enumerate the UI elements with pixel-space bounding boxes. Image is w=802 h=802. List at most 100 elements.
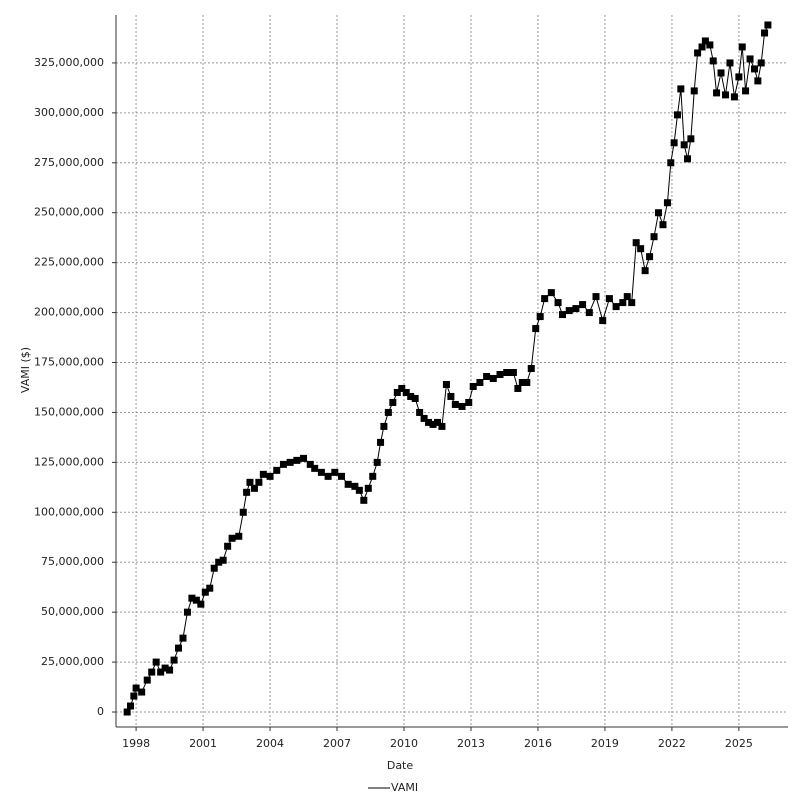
data-point xyxy=(579,301,587,309)
data-point xyxy=(380,422,388,430)
data-point xyxy=(746,55,754,63)
data-point xyxy=(293,456,301,464)
data-point xyxy=(628,299,636,307)
data-point xyxy=(726,59,734,67)
data-point xyxy=(713,89,721,97)
data-point xyxy=(447,392,455,400)
y-tick-label: 100,000,000 xyxy=(34,505,104,518)
data-point xyxy=(670,139,678,147)
data-point xyxy=(565,307,573,315)
data-point xyxy=(246,478,254,486)
data-point xyxy=(527,365,535,373)
data-point xyxy=(416,408,424,416)
data-point xyxy=(300,454,308,462)
x-tick-label: 2007 xyxy=(323,737,351,750)
data-point xyxy=(532,325,540,333)
data-point xyxy=(623,293,631,301)
data-point xyxy=(210,564,218,572)
y-tick-label: 225,000,000 xyxy=(34,256,104,269)
data-point xyxy=(228,534,236,542)
data-point xyxy=(411,394,419,402)
data-point xyxy=(619,299,627,307)
data-point xyxy=(554,299,562,307)
data-point xyxy=(585,309,593,317)
data-point xyxy=(398,384,406,392)
data-point xyxy=(757,59,765,67)
legend-label: VAMI xyxy=(391,781,418,794)
data-point xyxy=(127,702,135,710)
data-point xyxy=(224,542,232,550)
data-point xyxy=(721,91,729,99)
data-point xyxy=(451,400,459,408)
data-point xyxy=(259,470,267,478)
data-point xyxy=(364,484,372,492)
data-point xyxy=(266,472,274,480)
data-point xyxy=(393,388,401,396)
data-point xyxy=(306,460,314,468)
data-point xyxy=(157,668,165,676)
data-point xyxy=(402,388,410,396)
data-point xyxy=(152,658,160,666)
data-point xyxy=(465,398,473,406)
data-point xyxy=(503,368,511,376)
data-point xyxy=(138,688,146,696)
data-point xyxy=(735,73,743,81)
data-point xyxy=(130,692,138,700)
data-point xyxy=(442,380,450,388)
data-point xyxy=(751,65,759,73)
data-point xyxy=(663,199,671,207)
data-point xyxy=(742,87,750,95)
y-tick-label: 150,000,000 xyxy=(34,405,104,418)
data-point xyxy=(701,37,709,45)
data-point xyxy=(351,482,359,490)
y-tick-label: 250,000,000 xyxy=(34,206,104,219)
data-point xyxy=(192,596,200,604)
x-tick-label: 2025 xyxy=(725,737,753,750)
x-tick-label: 2010 xyxy=(390,737,418,750)
data-point xyxy=(286,458,294,466)
data-point xyxy=(360,496,368,504)
data-point xyxy=(632,239,640,247)
data-point xyxy=(483,372,491,380)
data-point xyxy=(684,155,692,163)
data-point xyxy=(132,684,140,692)
data-point xyxy=(250,484,258,492)
x-tick-label: 2016 xyxy=(524,737,552,750)
y-tick-label: 125,000,000 xyxy=(34,455,104,468)
data-point xyxy=(592,293,600,301)
data-point xyxy=(273,466,281,474)
data-point xyxy=(206,584,214,592)
data-point xyxy=(337,472,345,480)
y-axis-title: VAMI ($) xyxy=(19,347,32,393)
data-point xyxy=(518,378,526,386)
data-point xyxy=(694,49,702,57)
y-tick-label: 75,000,000 xyxy=(41,555,104,568)
data-point xyxy=(677,85,685,93)
data-point xyxy=(389,398,397,406)
data-point xyxy=(605,295,613,303)
data-point xyxy=(179,634,187,642)
y-tick-label: 325,000,000 xyxy=(34,56,104,69)
x-axis-title: Date xyxy=(387,759,414,772)
data-point xyxy=(420,414,428,422)
data-point xyxy=(429,420,437,428)
data-point xyxy=(148,668,156,676)
data-point xyxy=(509,368,517,376)
data-point xyxy=(541,295,549,303)
data-point xyxy=(123,708,131,716)
data-point xyxy=(344,480,352,488)
data-point xyxy=(655,209,663,217)
data-point xyxy=(170,656,178,664)
data-point xyxy=(243,488,251,496)
data-point xyxy=(215,558,223,566)
data-point xyxy=(761,29,769,37)
data-point xyxy=(738,43,746,51)
data-point xyxy=(438,422,446,430)
data-point xyxy=(235,532,243,540)
data-point xyxy=(641,267,649,275)
data-point xyxy=(469,382,477,390)
data-point xyxy=(523,378,531,386)
y-tick-label: 200,000,000 xyxy=(34,306,104,319)
data-point xyxy=(311,464,319,472)
data-point xyxy=(547,289,555,297)
